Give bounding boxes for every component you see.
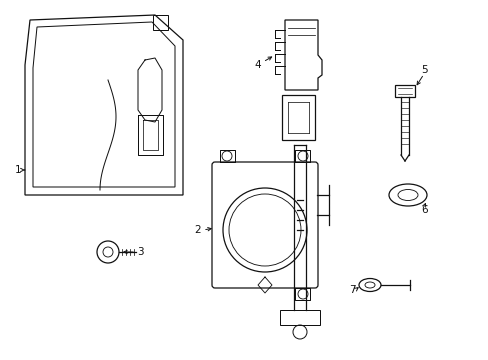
- Text: 7: 7: [348, 285, 355, 295]
- Text: 5: 5: [421, 65, 427, 75]
- Text: 3: 3: [137, 247, 143, 257]
- Text: 6: 6: [421, 205, 427, 215]
- Text: 4: 4: [254, 60, 261, 70]
- Text: 2: 2: [194, 225, 201, 235]
- Text: 1: 1: [15, 165, 21, 175]
